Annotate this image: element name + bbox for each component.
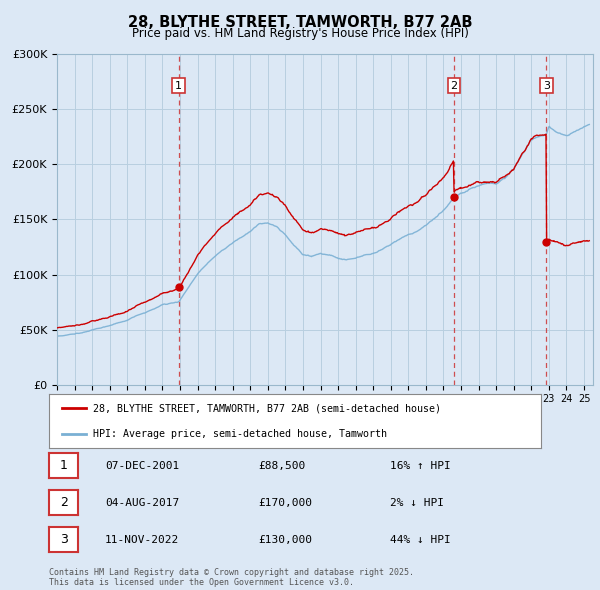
Text: 11-NOV-2022: 11-NOV-2022 — [105, 535, 179, 545]
Text: 3: 3 — [543, 81, 550, 91]
Text: 1: 1 — [59, 459, 68, 472]
Text: £170,000: £170,000 — [258, 498, 312, 507]
Text: £130,000: £130,000 — [258, 535, 312, 545]
Text: 2% ↓ HPI: 2% ↓ HPI — [390, 498, 444, 507]
Text: 07-DEC-2001: 07-DEC-2001 — [105, 461, 179, 470]
Text: 2: 2 — [59, 496, 68, 509]
Text: £88,500: £88,500 — [258, 461, 305, 470]
Text: HPI: Average price, semi-detached house, Tamworth: HPI: Average price, semi-detached house,… — [94, 428, 388, 438]
Text: 28, BLYTHE STREET, TAMWORTH, B77 2AB (semi-detached house): 28, BLYTHE STREET, TAMWORTH, B77 2AB (se… — [94, 404, 442, 414]
Text: Contains HM Land Registry data © Crown copyright and database right 2025.
This d: Contains HM Land Registry data © Crown c… — [49, 568, 414, 587]
Text: 1: 1 — [175, 81, 182, 91]
Text: 04-AUG-2017: 04-AUG-2017 — [105, 498, 179, 507]
Text: Price paid vs. HM Land Registry's House Price Index (HPI): Price paid vs. HM Land Registry's House … — [131, 27, 469, 40]
Text: 28, BLYTHE STREET, TAMWORTH, B77 2AB: 28, BLYTHE STREET, TAMWORTH, B77 2AB — [128, 15, 472, 30]
Text: 44% ↓ HPI: 44% ↓ HPI — [390, 535, 451, 545]
Text: 16% ↑ HPI: 16% ↑ HPI — [390, 461, 451, 470]
Text: 3: 3 — [59, 533, 68, 546]
Text: 2: 2 — [450, 81, 457, 91]
